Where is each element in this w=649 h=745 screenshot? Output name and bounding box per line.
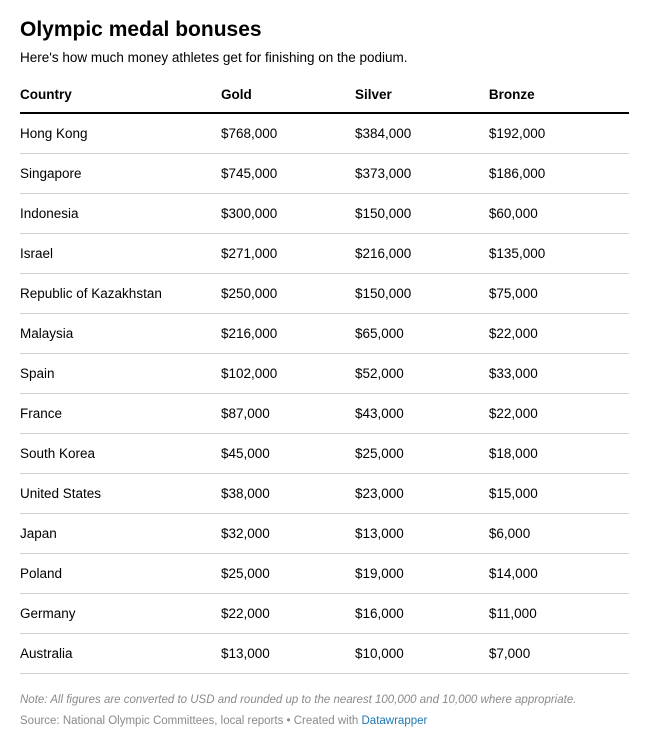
- cell-silver: $10,000: [355, 634, 489, 674]
- table-row: Poland$25,000$19,000$14,000: [20, 554, 629, 594]
- table-row: United States$38,000$23,000$15,000: [20, 474, 629, 514]
- cell-silver: $16,000: [355, 594, 489, 634]
- cell-bronze: $33,000: [489, 354, 629, 394]
- cell-silver: $23,000: [355, 474, 489, 514]
- cell-silver: $216,000: [355, 234, 489, 274]
- cell-country: Germany: [20, 594, 221, 634]
- table-row: Indonesia$300,000$150,000$60,000: [20, 194, 629, 234]
- cell-silver: $43,000: [355, 394, 489, 434]
- table-row: Australia$13,000$10,000$7,000: [20, 634, 629, 674]
- table-header-row: Country Gold Silver Bronze: [20, 87, 629, 113]
- table-row: Spain$102,000$52,000$33,000: [20, 354, 629, 394]
- cell-gold: $102,000: [221, 354, 355, 394]
- table-body: Hong Kong$768,000$384,000$192,000Singapo…: [20, 113, 629, 674]
- cell-country: Malaysia: [20, 314, 221, 354]
- cell-silver: $25,000: [355, 434, 489, 474]
- cell-silver: $13,000: [355, 514, 489, 554]
- cell-country: Poland: [20, 554, 221, 594]
- cell-country: Singapore: [20, 154, 221, 194]
- cell-bronze: $192,000: [489, 113, 629, 154]
- cell-bronze: $22,000: [489, 314, 629, 354]
- cell-country: France: [20, 394, 221, 434]
- cell-bronze: $60,000: [489, 194, 629, 234]
- table-row: South Korea$45,000$25,000$18,000: [20, 434, 629, 474]
- cell-gold: $745,000: [221, 154, 355, 194]
- cell-country: United States: [20, 474, 221, 514]
- cell-bronze: $75,000: [489, 274, 629, 314]
- cell-silver: $150,000: [355, 194, 489, 234]
- cell-bronze: $7,000: [489, 634, 629, 674]
- cell-gold: $271,000: [221, 234, 355, 274]
- datawrapper-link[interactable]: Datawrapper: [362, 715, 428, 727]
- cell-gold: $216,000: [221, 314, 355, 354]
- column-header-country: Country: [20, 87, 221, 113]
- cell-bronze: $14,000: [489, 554, 629, 594]
- cell-country: Indonesia: [20, 194, 221, 234]
- cell-gold: $38,000: [221, 474, 355, 514]
- table-row: Republic of Kazakhstan$250,000$150,000$7…: [20, 274, 629, 314]
- column-header-bronze: Bronze: [489, 87, 629, 113]
- cell-gold: $32,000: [221, 514, 355, 554]
- cell-country: Hong Kong: [20, 113, 221, 154]
- table-row: Israel$271,000$216,000$135,000: [20, 234, 629, 274]
- page-title: Olympic medal bonuses: [20, 18, 629, 42]
- cell-silver: $19,000: [355, 554, 489, 594]
- cell-country: Spain: [20, 354, 221, 394]
- cell-gold: $25,000: [221, 554, 355, 594]
- table-row: Singapore$745,000$373,000$186,000: [20, 154, 629, 194]
- footnote: Note: All figures are converted to USD a…: [20, 692, 629, 709]
- cell-bronze: $186,000: [489, 154, 629, 194]
- cell-bronze: $11,000: [489, 594, 629, 634]
- cell-country: Republic of Kazakhstan: [20, 274, 221, 314]
- medal-bonus-table: Country Gold Silver Bronze Hong Kong$768…: [20, 87, 629, 674]
- cell-gold: $250,000: [221, 274, 355, 314]
- table-row: France$87,000$43,000$22,000: [20, 394, 629, 434]
- cell-gold: $300,000: [221, 194, 355, 234]
- cell-country: South Korea: [20, 434, 221, 474]
- cell-country: Japan: [20, 514, 221, 554]
- cell-country: Israel: [20, 234, 221, 274]
- cell-silver: $52,000: [355, 354, 489, 394]
- cell-gold: $768,000: [221, 113, 355, 154]
- cell-silver: $384,000: [355, 113, 489, 154]
- cell-bronze: $15,000: [489, 474, 629, 514]
- cell-gold: $45,000: [221, 434, 355, 474]
- cell-gold: $22,000: [221, 594, 355, 634]
- table-row: Germany$22,000$16,000$11,000: [20, 594, 629, 634]
- column-header-gold: Gold: [221, 87, 355, 113]
- cell-gold: $13,000: [221, 634, 355, 674]
- source-line: Source: National Olympic Committees, loc…: [20, 715, 629, 727]
- table-row: Japan$32,000$13,000$6,000: [20, 514, 629, 554]
- cell-bronze: $6,000: [489, 514, 629, 554]
- cell-silver: $373,000: [355, 154, 489, 194]
- column-header-silver: Silver: [355, 87, 489, 113]
- cell-gold: $87,000: [221, 394, 355, 434]
- page-subtitle: Here's how much money athletes get for f…: [20, 50, 629, 65]
- cell-bronze: $18,000: [489, 434, 629, 474]
- table-row: Hong Kong$768,000$384,000$192,000: [20, 113, 629, 154]
- table-row: Malaysia$216,000$65,000$22,000: [20, 314, 629, 354]
- cell-bronze: $22,000: [489, 394, 629, 434]
- cell-country: Australia: [20, 634, 221, 674]
- source-text: Source: National Olympic Committees, loc…: [20, 715, 362, 727]
- cell-bronze: $135,000: [489, 234, 629, 274]
- cell-silver: $150,000: [355, 274, 489, 314]
- cell-silver: $65,000: [355, 314, 489, 354]
